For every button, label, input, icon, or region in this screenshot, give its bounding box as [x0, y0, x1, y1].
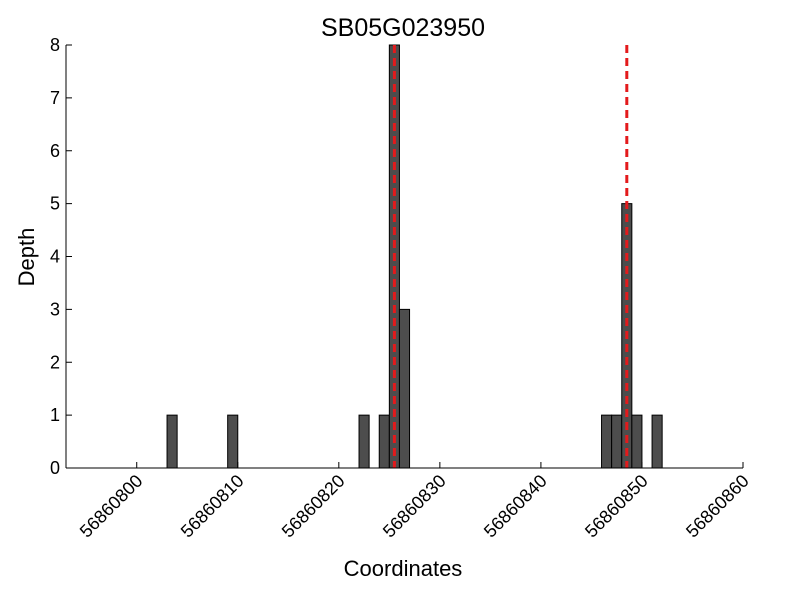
y-tick-label: 1: [50, 405, 60, 425]
x-tick-label: 56860830: [379, 471, 450, 542]
bar-10: [651, 414, 663, 469]
bars-layer: [166, 44, 663, 469]
y-tick-label: 5: [50, 194, 60, 214]
y-tick-label: 2: [50, 352, 60, 372]
y-tick-label: 0: [50, 458, 60, 478]
bar-7: [611, 414, 623, 469]
x-tick-label: 56860820: [278, 471, 349, 542]
bar-3: [378, 414, 390, 469]
chart-title: SB05G023950: [321, 14, 485, 42]
bar-0: [166, 414, 178, 469]
x-tick-label: 56860800: [76, 471, 147, 542]
y-axis-title: Depth: [14, 228, 39, 287]
bar-5: [398, 308, 411, 469]
y-tick-label: 8: [50, 35, 60, 55]
bar-2: [358, 414, 370, 469]
bar-1: [227, 414, 239, 469]
x-tick-label: 56860840: [480, 471, 551, 542]
y-tick-label: 7: [50, 88, 60, 108]
y-tick-label: 3: [50, 299, 60, 319]
y-tick-label: 6: [50, 141, 60, 161]
x-axis-title: Coordinates: [344, 556, 463, 581]
y-tick-label: 4: [50, 247, 60, 267]
x-tick-label: 56860860: [682, 471, 753, 542]
x-tick-label: 56860850: [581, 471, 652, 542]
reference-lines-layer: [392, 45, 629, 468]
bar-6: [601, 414, 613, 469]
bar-9: [631, 414, 643, 469]
x-tick-label: 56860810: [177, 471, 248, 542]
